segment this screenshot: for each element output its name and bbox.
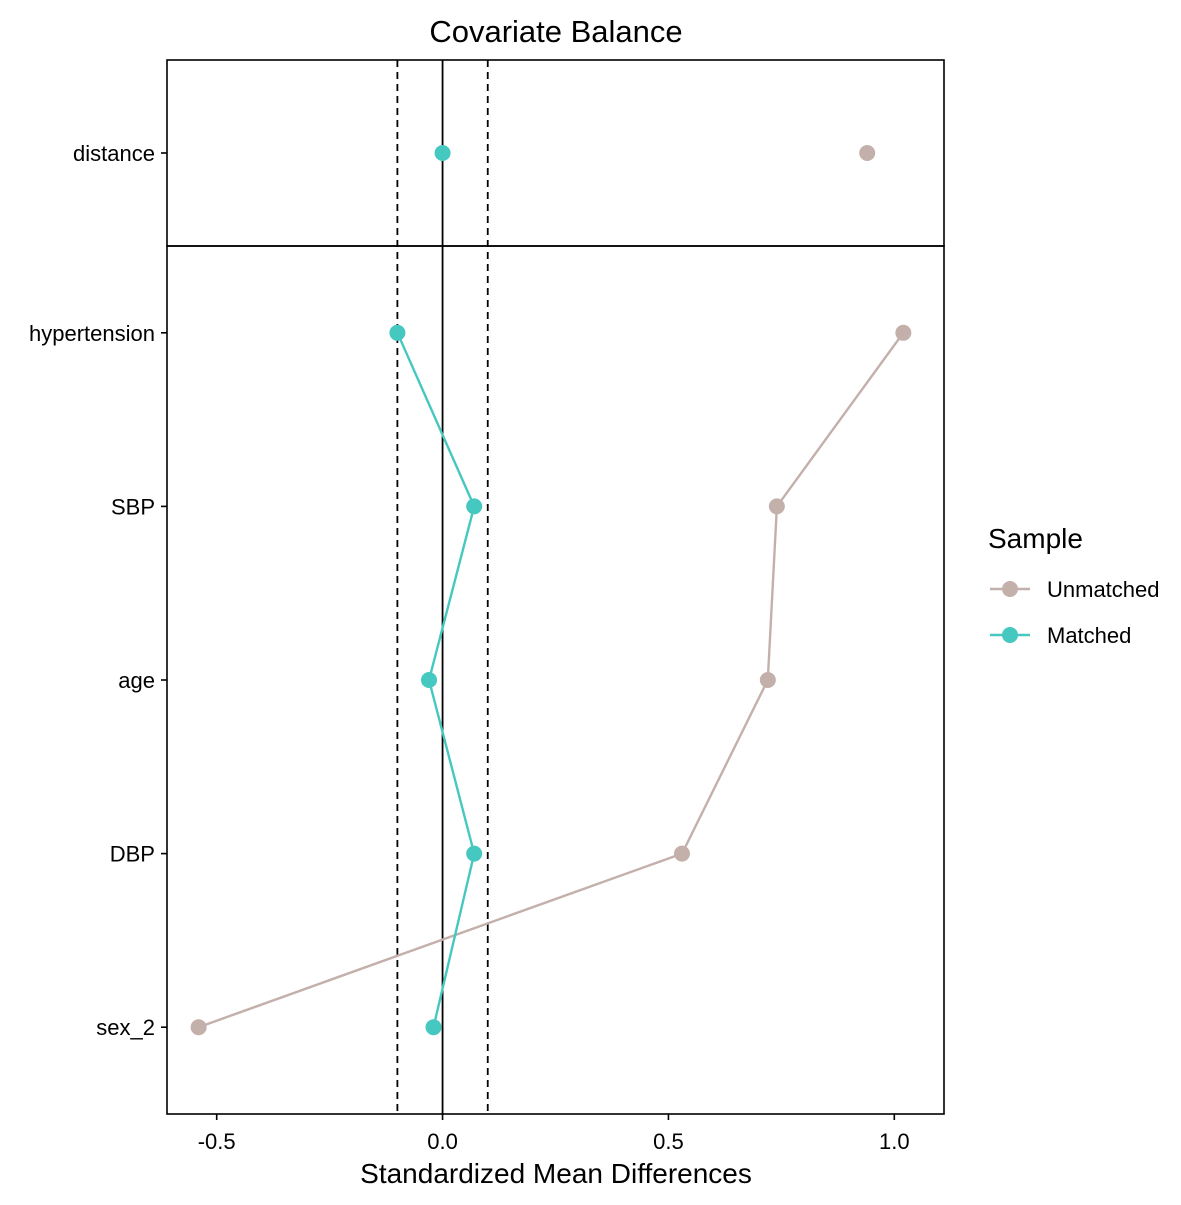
legend-key-point-unmatched xyxy=(1002,581,1018,597)
x-tick-label: -0.5 xyxy=(198,1129,236,1154)
series-points xyxy=(190,145,912,1036)
y-axis: distance hypertension SBP age DBP sex_2 xyxy=(29,141,167,1040)
y-tick-label-sex_2: sex_2 xyxy=(96,1015,155,1040)
point-matched-sex_2 xyxy=(425,1019,442,1036)
x-axis-label: Standardized Mean Differences xyxy=(360,1158,752,1189)
x-axis: -0.5 0.0 0.5 1.0 xyxy=(198,1114,910,1154)
x-tick-label: 0.5 xyxy=(653,1129,684,1154)
point-unmatched-dbp xyxy=(673,845,690,862)
point-matched-sbp xyxy=(466,498,483,515)
legend-key-point-matched xyxy=(1002,627,1018,643)
legend: Sample Unmatched Matched xyxy=(988,523,1160,648)
series-lines xyxy=(198,332,905,1029)
y-tick-label-hypertension: hypertension xyxy=(29,321,155,346)
x-tick-label: 0.0 xyxy=(427,1129,458,1154)
panel-top-frame xyxy=(166,59,945,247)
y-tick-label-sbp: SBP xyxy=(111,494,155,519)
point-unmatched-sex_2 xyxy=(190,1019,207,1036)
legend-title: Sample xyxy=(988,523,1083,554)
reference-lines xyxy=(396,60,489,1114)
chart-title: Covariate Balance xyxy=(429,14,682,49)
point-matched-dbp xyxy=(466,845,483,862)
point-unmatched-age xyxy=(759,672,776,688)
point-unmatched-hypertension xyxy=(895,324,912,341)
legend-label-unmatched: Unmatched xyxy=(1047,577,1160,602)
x-tick-label: 1.0 xyxy=(879,1129,910,1154)
point-matched-age xyxy=(421,672,438,688)
legend-label-matched: Matched xyxy=(1047,623,1131,648)
point-matched-distance xyxy=(434,145,451,161)
point-unmatched-distance xyxy=(859,145,876,161)
series-line-unmatched xyxy=(198,332,905,1029)
point-matched-hypertension xyxy=(389,324,406,341)
y-tick-label-age: age xyxy=(118,668,155,693)
y-tick-label-dbp: DBP xyxy=(110,842,155,867)
panel-bottom-frame xyxy=(166,245,945,1115)
y-tick-label-distance: distance xyxy=(73,141,155,166)
point-unmatched-sbp xyxy=(768,498,785,515)
